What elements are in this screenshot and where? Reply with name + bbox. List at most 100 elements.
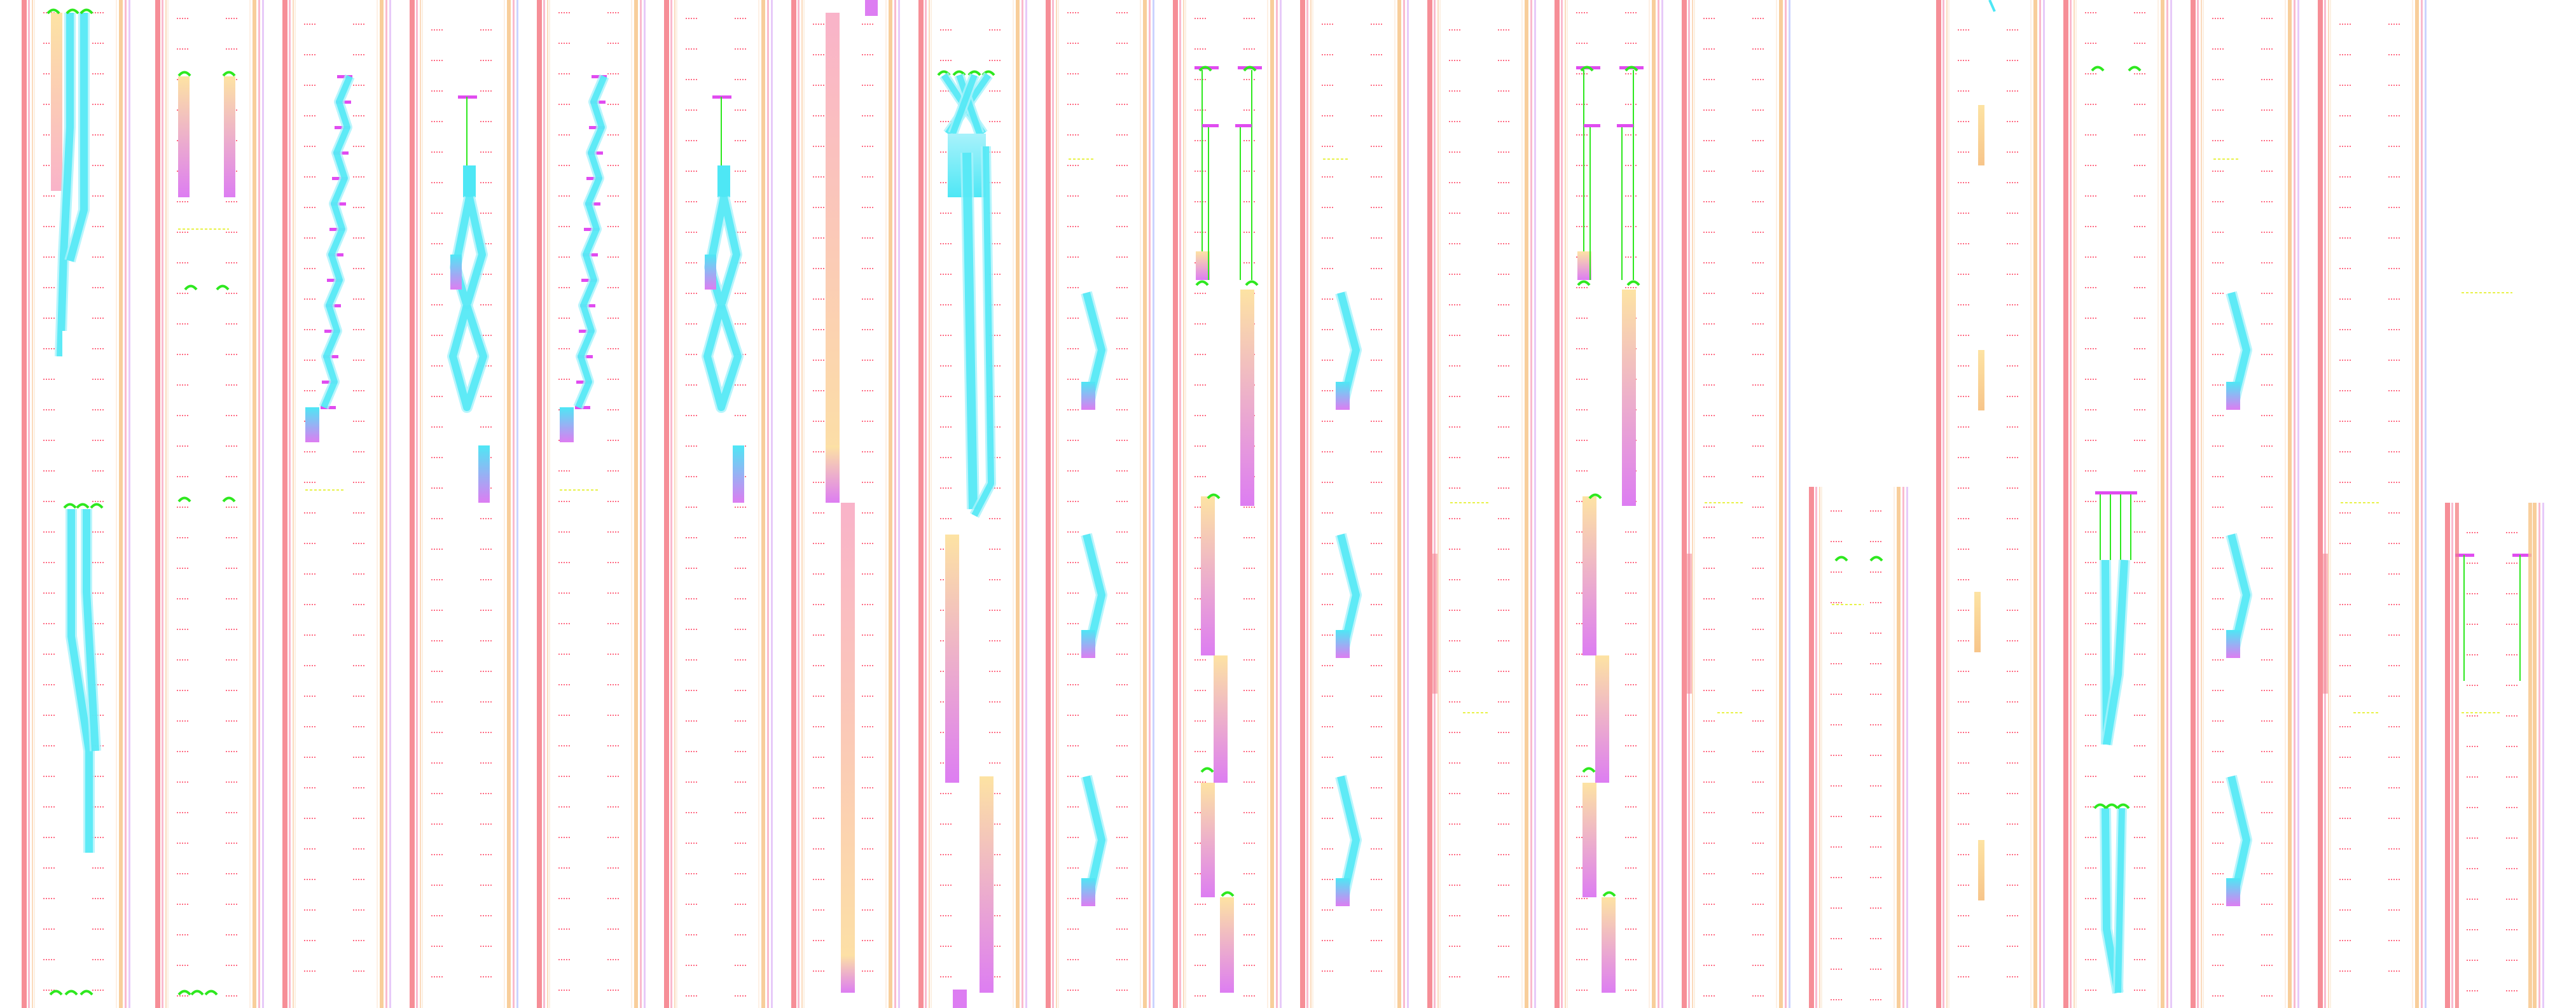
track-rail bbox=[767, 0, 769, 1008]
track-rail bbox=[1779, 0, 1783, 1008]
track-rail bbox=[1561, 0, 1563, 1008]
stop-bar bbox=[2095, 491, 2137, 494]
track-rail bbox=[1276, 0, 1278, 1008]
track-rail bbox=[1789, 0, 1790, 1008]
green-marker bbox=[190, 990, 204, 996]
track-rail bbox=[1153, 0, 1154, 1008]
track-rail bbox=[2161, 0, 2164, 1008]
track-rail bbox=[1173, 0, 1178, 1008]
route-block bbox=[1214, 655, 1228, 783]
route-block bbox=[1081, 878, 1095, 906]
track-rail bbox=[416, 0, 418, 1008]
route-block bbox=[1201, 783, 1215, 897]
track-rail bbox=[644, 0, 646, 1008]
side-bar bbox=[2323, 554, 2328, 694]
green-marker bbox=[177, 990, 191, 996]
track-rail bbox=[1025, 0, 1027, 1008]
green-marker bbox=[76, 503, 90, 509]
route-path bbox=[575, 75, 607, 409]
green-marker bbox=[222, 496, 236, 503]
green-marker bbox=[1580, 66, 1594, 72]
route-block bbox=[1978, 350, 1984, 410]
track-rail bbox=[1270, 0, 1274, 1008]
stop-bar bbox=[1584, 124, 1600, 127]
track-rail bbox=[2445, 503, 2450, 1008]
track-rail bbox=[537, 0, 542, 1008]
panel-p9 bbox=[1046, 0, 1154, 1008]
panel-p8 bbox=[918, 0, 1027, 1008]
green-marker bbox=[204, 990, 218, 996]
route-block bbox=[1081, 630, 1095, 658]
track-rail bbox=[162, 0, 163, 1008]
track-rail bbox=[1819, 487, 1820, 1008]
green-marker bbox=[1198, 66, 1212, 72]
track-rail bbox=[2033, 0, 2037, 1008]
green-marker bbox=[2091, 66, 2105, 72]
track-rail bbox=[1946, 0, 1948, 1008]
track-rail bbox=[165, 0, 167, 1008]
track-rail bbox=[1021, 0, 1023, 1008]
route-block bbox=[305, 407, 319, 442]
track-rail bbox=[1902, 487, 1904, 1008]
track-rail bbox=[2533, 503, 2537, 1008]
stop-bar bbox=[2512, 554, 2531, 557]
track-rail bbox=[128, 0, 130, 1008]
route-block bbox=[1974, 592, 1981, 652]
track-rail bbox=[918, 0, 924, 1008]
track-rail bbox=[2070, 0, 2072, 1008]
track-rail bbox=[1437, 0, 1439, 1008]
track-rail bbox=[516, 0, 518, 1008]
track-rail bbox=[1661, 0, 1663, 1008]
route-path bbox=[971, 146, 994, 517]
track-rail bbox=[1534, 0, 1536, 1008]
track-rail bbox=[1179, 0, 1181, 1008]
route-block bbox=[826, 445, 840, 503]
route-block bbox=[1978, 840, 1984, 900]
stop-bar bbox=[1235, 124, 1252, 127]
route-path bbox=[950, 74, 978, 135]
track-rail bbox=[543, 0, 545, 1008]
track-rail bbox=[1785, 0, 1787, 1008]
track-rail bbox=[258, 0, 260, 1008]
track-rail bbox=[1682, 0, 1687, 1008]
track-rail bbox=[1525, 0, 1528, 1008]
green-marker bbox=[184, 284, 198, 291]
track-rail bbox=[674, 0, 675, 1008]
track-rail bbox=[1815, 487, 1817, 1008]
track-rail bbox=[1056, 0, 1057, 1008]
green-marker bbox=[1582, 767, 1596, 773]
green-marker bbox=[66, 8, 80, 15]
route-block bbox=[224, 76, 235, 197]
route-block bbox=[1602, 897, 1616, 993]
track-rail bbox=[1652, 0, 1656, 1008]
track-rail bbox=[420, 0, 421, 1008]
route-block bbox=[178, 76, 190, 197]
route-block bbox=[463, 165, 476, 197]
route-block bbox=[1220, 897, 1234, 993]
route-block bbox=[733, 445, 744, 503]
track-rail bbox=[670, 0, 672, 1008]
track-rail bbox=[898, 0, 900, 1008]
track-rail bbox=[1936, 0, 1941, 1008]
track-rail bbox=[2191, 0, 2196, 1008]
green-marker bbox=[2116, 803, 2130, 809]
panel-p12 bbox=[1427, 0, 1536, 1008]
route-path bbox=[67, 509, 93, 853]
track-rail bbox=[2297, 0, 2299, 1008]
track-rail bbox=[262, 0, 264, 1008]
track-rail bbox=[2170, 0, 2172, 1008]
panel-p4 bbox=[410, 0, 518, 1008]
green-marker bbox=[1834, 556, 1848, 562]
track-rail bbox=[507, 0, 511, 1008]
track-rail bbox=[32, 0, 33, 1008]
track-rail bbox=[1016, 0, 1020, 1008]
panel-p7 bbox=[791, 0, 900, 1008]
route-block bbox=[1622, 290, 1636, 506]
green-marker bbox=[1243, 66, 1257, 72]
route-block bbox=[980, 776, 994, 993]
track-rail bbox=[801, 0, 803, 1008]
route-block bbox=[1240, 290, 1254, 506]
route-block bbox=[705, 255, 716, 290]
green-marker bbox=[177, 496, 191, 503]
